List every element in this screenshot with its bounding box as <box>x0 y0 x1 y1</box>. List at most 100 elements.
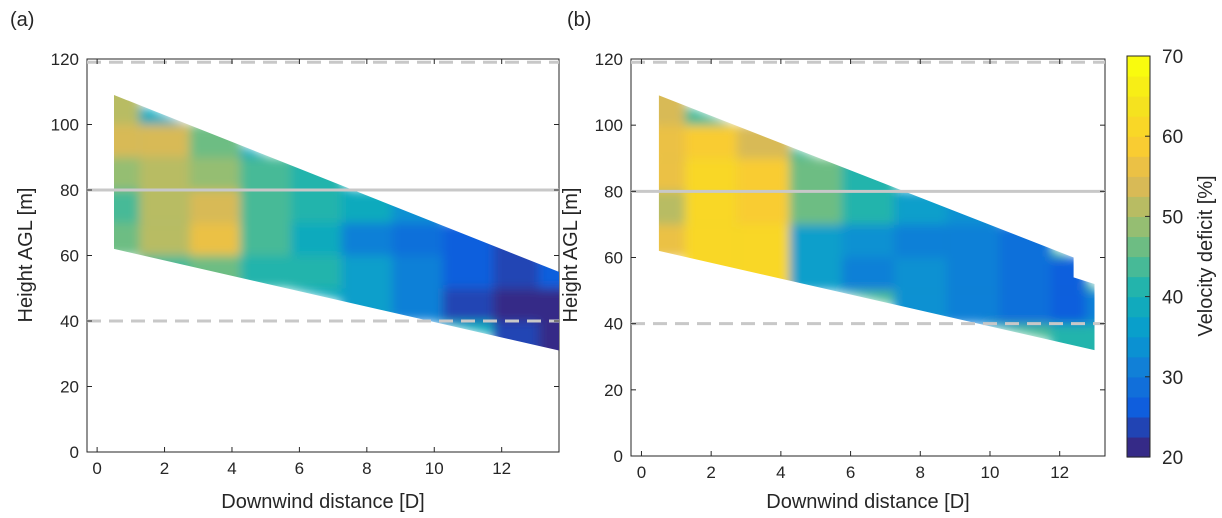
colorbar-step <box>1127 436 1150 458</box>
field-cell <box>139 255 190 289</box>
field-cell <box>291 190 342 223</box>
field-cell <box>841 224 895 258</box>
field-cell <box>139 124 190 158</box>
colorbar-step <box>1127 316 1150 338</box>
field-cell <box>685 224 738 258</box>
colorbar-step <box>1127 196 1150 217</box>
field-cell <box>789 191 842 225</box>
x-tick-label: 12 <box>1050 463 1069 482</box>
field-cell <box>442 288 494 322</box>
x-tick-label: 2 <box>160 459 169 478</box>
field-cell <box>442 255 494 289</box>
field-cell <box>493 288 539 322</box>
field-cell <box>341 222 393 256</box>
field-cell <box>841 191 895 225</box>
field-cell <box>442 222 494 256</box>
x-tick-label: 6 <box>295 459 304 478</box>
y-tick-label: 0 <box>614 447 623 466</box>
colorbar-ticks: 20 30 40 50 60 70 <box>1145 47 1183 469</box>
field-cell <box>658 95 685 126</box>
field-cell <box>658 191 685 225</box>
field-cell <box>114 222 140 256</box>
field-cell <box>291 157 342 191</box>
field-cell <box>392 190 443 223</box>
colorbar-frame <box>1126 55 1151 458</box>
y-tick-label: 120 <box>51 50 79 69</box>
field-cell <box>493 321 539 351</box>
field-cell <box>240 222 291 256</box>
field-cell <box>789 158 842 192</box>
field-cell <box>538 288 559 322</box>
field-cell <box>1085 290 1095 324</box>
colorbar: 20 30 40 50 60 70 Velocity deficit [%] <box>1126 47 1217 469</box>
field-cell <box>894 290 947 324</box>
field-cell <box>291 255 342 289</box>
field-cell <box>737 158 790 192</box>
field-cell <box>189 190 241 223</box>
field-cell <box>114 190 140 223</box>
field-cell <box>189 124 241 158</box>
panel-a-reference-lines <box>87 60 559 323</box>
panel-a-label: (a) <box>10 9 34 31</box>
field-cell <box>737 191 790 225</box>
colorbar-step <box>1127 336 1150 358</box>
field-cell <box>114 157 140 191</box>
panel-a-x-axis-label: Downwind distance [D] <box>221 491 424 513</box>
panel-b-reference-lines <box>631 60 1105 326</box>
panel-a-y-axis-label: Height AGL [m] <box>15 188 37 323</box>
colorbar-label: Velocity deficit [%] <box>1195 175 1217 336</box>
field-cell <box>189 255 241 289</box>
colorbar-step <box>1127 256 1150 278</box>
colorbar-step <box>1127 116 1150 137</box>
y-tick-label: 20 <box>60 378 79 397</box>
field-cell <box>998 224 1051 258</box>
y-tick-label: 80 <box>604 182 623 201</box>
y-tick-label: 80 <box>60 181 79 200</box>
colorbar-step <box>1127 216 1150 238</box>
field-cell <box>946 257 999 291</box>
field-cell <box>341 255 393 289</box>
x-tick-label: 8 <box>916 463 925 482</box>
x-tick-label: 6 <box>846 463 855 482</box>
field-cell <box>240 190 291 223</box>
y-tick-label: 0 <box>70 443 79 462</box>
field-cell <box>1051 290 1086 324</box>
field-cell <box>737 257 790 291</box>
panel-b-label: (b) <box>567 9 591 31</box>
field-cell <box>685 257 738 291</box>
colorbar-tick-label: 40 <box>1162 288 1183 309</box>
field-cell <box>946 191 999 225</box>
colorbar-tick-label: 30 <box>1162 368 1183 389</box>
x-tick-label: 0 <box>92 459 101 478</box>
field-cell <box>1051 323 1086 351</box>
y-tick-label: 120 <box>595 50 623 69</box>
field-cell <box>139 190 190 223</box>
field-cell <box>392 222 443 256</box>
x-tick-label: 4 <box>776 463 785 482</box>
field-cell <box>998 257 1051 291</box>
field-cell <box>685 191 738 225</box>
field-cell <box>841 257 895 291</box>
colorbar-step <box>1127 56 1150 77</box>
field-cell <box>685 158 738 192</box>
field-cell <box>841 158 895 192</box>
colorbar-step <box>1127 156 1150 177</box>
colorbar-step <box>1127 76 1150 97</box>
x-tick-label: 0 <box>637 463 646 482</box>
y-tick-label: 100 <box>595 116 623 135</box>
field-cell <box>189 157 241 191</box>
y-tick-label: 40 <box>604 315 623 334</box>
field-cell <box>737 125 790 159</box>
field-cell <box>737 224 790 258</box>
colorbar-tick-label: 50 <box>1162 207 1183 228</box>
field-cell <box>1085 323 1095 351</box>
x-tick-label: 2 <box>706 463 715 482</box>
colorbar-step <box>1127 136 1150 157</box>
field-cell <box>658 224 685 258</box>
field-cell <box>341 190 393 223</box>
panel-b-x-axis-label: Downwind distance [D] <box>766 491 969 513</box>
